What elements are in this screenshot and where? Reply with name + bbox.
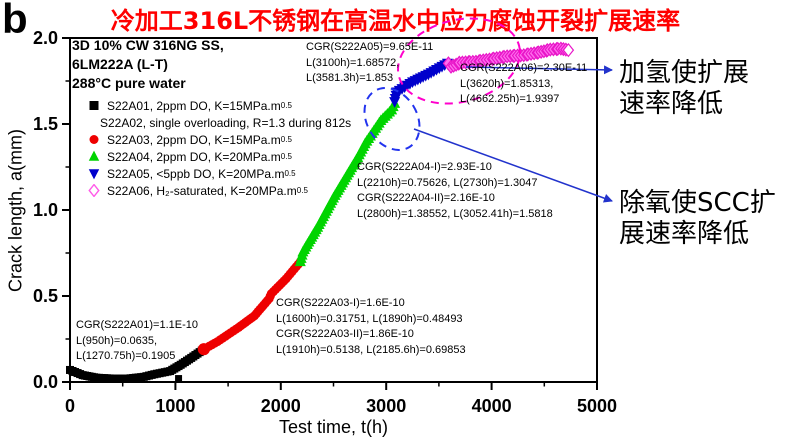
triangle-up-marker-icon <box>88 150 100 161</box>
cgr-annotation-S222A01: CGR(S222A01)=1.1E-10 L(950h)=0.0635, L(127… <box>76 318 198 365</box>
legend-header-line: 288°C pure water <box>72 75 186 91</box>
cgr-annotation-line: L(1270.75h)=0.1905 <box>76 350 176 362</box>
y-tick-label: 0.5 <box>33 286 58 306</box>
legend-item-label: S22A01, 2ppm DO, K=15MPa.m <box>107 98 281 113</box>
cgr-annotation-line: L(2800h)=1.38552, L(3052.41h)=1.5818 <box>357 207 553 220</box>
legend-item-label: S22A03, 2ppm DO, K=15MPa.m <box>107 132 281 147</box>
y-tick-label: 0.0 <box>33 372 58 392</box>
y-axis-title: Crack length, a(mm) <box>5 128 26 293</box>
legend: 3D 10% CW 316NG SS, 6LM222A (L-T) 288°C pu… <box>72 36 351 199</box>
legend-item-S22A02: S22A02, single overloading, R=1.3 during… <box>72 114 351 131</box>
cgr-annotation-line: L(3100h)=1.68572, <box>306 56 400 69</box>
x-tick-label: 1000 <box>155 396 195 416</box>
side-note-line: 速率降低 <box>619 89 724 119</box>
side-note-line: 展速率降低 <box>619 219 750 249</box>
x-tick-label: 2000 <box>261 396 301 416</box>
cgr-annotation-S222A06: CGR(S222A06)=2.30E-11 L(3620h)=1.85313, L(… <box>460 61 587 108</box>
triangle-down-marker-icon <box>88 169 100 180</box>
cgr-annotation-line: L(4662.25h)=1.9397 <box>460 93 560 105</box>
x-tick-label: 4000 <box>472 396 512 416</box>
cgr-annotation-line: CGR(S222A06)=2.30E-11 <box>460 62 588 74</box>
y-tick-label: 2.0 <box>33 28 58 48</box>
cgr-annotation-line: CGR(S222A05)=9.65E-11 <box>306 41 434 53</box>
legend-header: 3D 10% CW 316NG SS, 6LM222A (L-T) 288°C pu… <box>72 36 351 93</box>
to-hydrogen-note-arrow <box>465 65 613 75</box>
legend-item-S22A04: S22A04, 2ppm DO, K=20MPa.m 0.5 <box>72 148 351 165</box>
cgr-annotation-line: L(1910h)=0.5138, L(2185.6h)=0.69853 <box>276 343 466 356</box>
to-deoxygen-note-arrow <box>413 128 613 203</box>
cgr-annotation-line: L(2210h)=0.75626, L(2730h)=1.3047 <box>357 176 538 189</box>
x-tick-label: 3000 <box>366 396 406 416</box>
legend-item-S22A05: S22A05, <5ppb DO, K=20MPa.m 0.5 <box>72 165 351 182</box>
legend-item-label: S22A05, <5ppb DO, K=20MPa.m <box>107 166 285 181</box>
legend-item-label: S22A04, 2ppm DO, K=20MPa.m <box>107 149 281 164</box>
side-note-line: 加氢使扩展 <box>619 58 750 88</box>
series-S22A04 <box>294 97 401 267</box>
cgr-annotation-line: CGR(S222A03-II)=1.86E-10 <box>276 328 414 340</box>
legend-item-S22A01: S22A01, 2ppm DO, K=15MPa.m 0.5 <box>72 97 351 114</box>
legend-item-S22A03: S22A03, 2ppm DO, K=15MPa.m 0.5 <box>72 131 351 148</box>
legend-item-label: S22A06, H₂-saturated, K=20MPa.m <box>107 183 297 198</box>
cgr-annotation-S222A04: CGR(S222A04-I)=2.93E-10 L(2210h)=0.75626,… <box>357 160 553 222</box>
cgr-annotation-line: L(950h)=0.0635, <box>76 334 158 347</box>
cgr-annotation-line: CGR(S222A04-I)=2.93E-10 <box>357 161 492 173</box>
legend-header-line: 3D 10% CW 316NG SS, <box>72 37 224 53</box>
cgr-annotation-S222A05: CGR(S222A05)=9.65E-11 L(3100h)=1.68572, L(… <box>306 40 433 87</box>
legend-items: S22A01, 2ppm DO, K=15MPa.m 0.5 S22A02, sin… <box>72 97 351 199</box>
cgr-annotation-line: CGR(S222A04-II)=2.16E-10 <box>357 192 495 204</box>
hydrogen-note: 加氢使扩展 速率降低 <box>619 58 749 120</box>
side-note-line: 除氧使SCC扩 <box>619 188 776 218</box>
x-tick-label: 0 <box>65 396 75 416</box>
x-axis-title: Test time, t(h) <box>278 417 389 437</box>
deoxygenation-region-ellipse <box>363 87 421 151</box>
y-tick-label: 1.0 <box>33 200 58 220</box>
deoxygen-note: 除氧使SCC扩 展速率降低 <box>619 188 776 250</box>
y-tick-label: 1.5 <box>33 114 58 134</box>
square-marker-icon <box>89 101 99 110</box>
cgr-annotation-S222A03: CGR(S222A03-I)=1.6E-10 L(1600h)=0.31751, … <box>276 296 466 358</box>
legend-header-line: 6LM222A (L-T) <box>72 56 168 72</box>
cgr-annotation-line: CGR(S222A03-I)=1.6E-10 <box>276 297 405 309</box>
cgr-annotation-line: L(3581.3h)=1.853 <box>306 72 394 84</box>
series-S22A01 <box>66 345 208 383</box>
legend-item-S22A06: S22A06, H₂-saturated, K=20MPa.m 0.5 <box>72 182 351 199</box>
chart-title: 冷加工316L不锈钢在高温水中应力腐蚀开裂扩展速率 <box>110 7 681 35</box>
outlier-point <box>175 375 183 383</box>
series-S22A05 <box>389 58 453 108</box>
hydrogenation-region-ellipse <box>397 17 521 105</box>
cgr-annotation-line: L(1600h)=0.31751, L(1890h)=0.48493 <box>276 312 463 325</box>
circle-marker-icon <box>89 135 99 144</box>
x-tick-label: 5000 <box>577 396 617 416</box>
legend-item-label: S22A02, single overloading, R=1.3 during… <box>100 115 352 130</box>
diamond-open-marker-icon <box>88 184 100 197</box>
panel-label: b <box>2 0 28 42</box>
cgr-annotation-line: CGR(S222A01)=1.1E-10 <box>76 319 198 331</box>
cgr-annotation-line: L(3620h)=1.85313, <box>460 77 554 90</box>
